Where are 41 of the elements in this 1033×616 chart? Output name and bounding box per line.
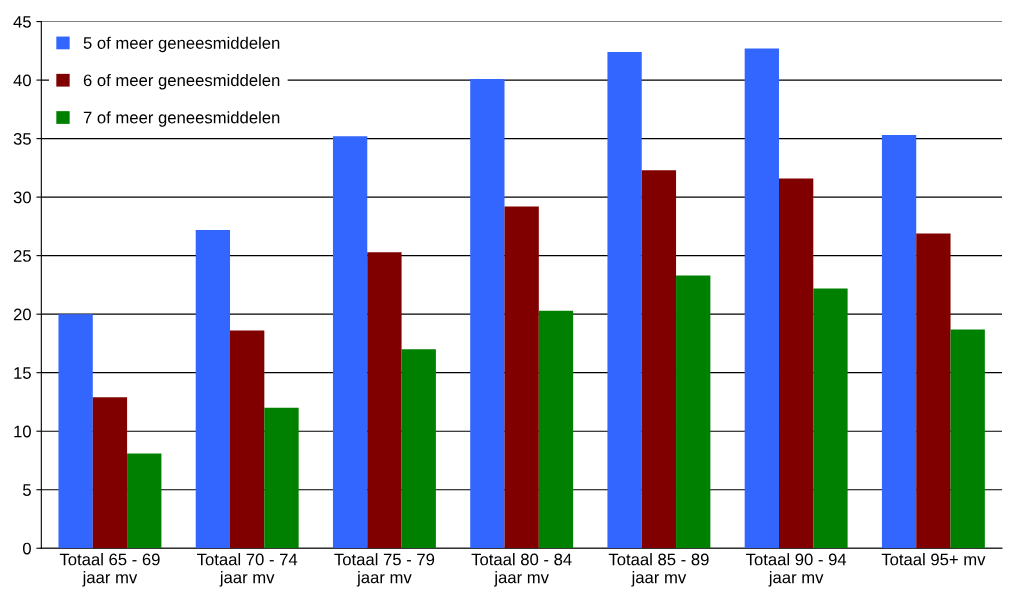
bar	[127, 453, 162, 549]
x-tick-label: Totaal 65 - 69 jaar mv	[59, 553, 160, 587]
bar	[332, 136, 368, 549]
y-tick-label: 5	[23, 484, 31, 496]
bar	[58, 314, 93, 549]
bar	[916, 233, 951, 549]
x-tick-label: Totaal 75 - 79 jaar mv	[334, 553, 435, 587]
bar	[881, 135, 917, 549]
bar	[744, 48, 779, 549]
y-tick-label: 15	[14, 367, 31, 379]
bar	[470, 78, 505, 549]
bar	[813, 288, 848, 549]
y-tick-label: 20	[13, 308, 31, 321]
y-tick-label: 40	[13, 74, 31, 87]
bar	[195, 229, 231, 549]
y-tick-label: 35	[13, 133, 31, 145]
bar	[504, 206, 539, 549]
bar	[264, 407, 299, 549]
bar	[230, 330, 265, 549]
bar	[538, 310, 574, 549]
bar	[778, 178, 814, 549]
legend-label: 5 of meer geneesmiddelen	[83, 36, 280, 53]
x-tick-label: Totaal 90 - 94 jaar mv	[746, 553, 847, 587]
y-tick-label: 10	[14, 425, 31, 438]
y-tick-label: 0	[22, 542, 31, 555]
y-tick-label: 45	[13, 16, 31, 28]
x-tick-label: Totaal 95+ mv	[881, 553, 986, 566]
bar	[92, 397, 128, 549]
bar	[641, 170, 677, 549]
x-tick-label: Totaal 85 - 89 jaar mv	[608, 553, 709, 587]
bar	[676, 275, 711, 549]
legend-label: 6 of meer geneesmiddelen	[83, 73, 280, 90]
x-tick-label: Totaal 80 - 84 jaar mv	[471, 553, 572, 587]
bar	[367, 252, 402, 549]
y-tick-label: 25	[13, 250, 31, 262]
y-tick-label: 30	[13, 191, 31, 204]
bar	[950, 329, 985, 549]
x-tick-label: Totaal 70 - 74 jaar mv	[197, 553, 298, 587]
bar	[607, 51, 642, 549]
legend-label: 7 of meer geneesmiddelen	[83, 111, 280, 127]
bar	[401, 349, 436, 549]
